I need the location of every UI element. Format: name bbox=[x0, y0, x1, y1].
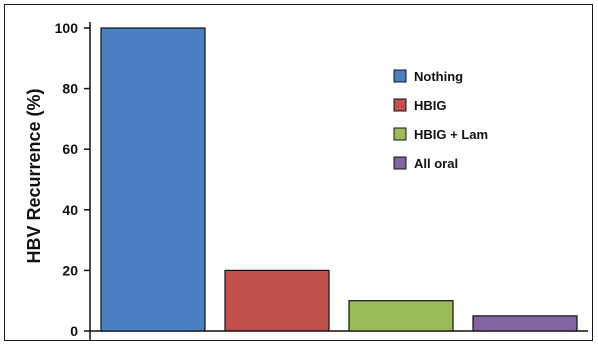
legend-item: HBIG + Lam bbox=[393, 127, 488, 142]
legend-item: All oral bbox=[393, 156, 458, 171]
y-axis-title: HBV Recurrence (%) bbox=[24, 88, 44, 263]
legend-label: Nothing bbox=[414, 69, 463, 84]
bars bbox=[100, 27, 578, 332]
y-tick-label: 100 bbox=[55, 20, 79, 36]
bar-all-oral bbox=[472, 315, 578, 332]
legend-label: All oral bbox=[414, 156, 458, 171]
bar-hbig bbox=[224, 269, 330, 332]
y-tick-label: 20 bbox=[62, 262, 78, 278]
legend-swatch bbox=[393, 127, 407, 141]
legend-item: HBIG bbox=[393, 98, 447, 113]
y-tick-label: 40 bbox=[62, 202, 78, 218]
y-tick-label: 60 bbox=[62, 141, 78, 157]
legend-item: Nothing bbox=[393, 69, 463, 84]
legend: Nothing HBIG HBIG + Lam All oral bbox=[393, 69, 488, 171]
bar-hbig-lam bbox=[348, 300, 454, 332]
legend-label: HBIG + Lam bbox=[414, 127, 488, 142]
legend-swatch bbox=[393, 69, 407, 83]
y-tick-label: 80 bbox=[62, 81, 78, 97]
y-tick-label: 0 bbox=[70, 323, 78, 339]
legend-label: HBIG bbox=[414, 98, 447, 113]
legend-swatch bbox=[393, 156, 407, 170]
bar-nothing bbox=[100, 27, 206, 332]
legend-swatch bbox=[393, 98, 407, 112]
y-ticks: 0 20 40 60 80 100 bbox=[55, 20, 90, 339]
